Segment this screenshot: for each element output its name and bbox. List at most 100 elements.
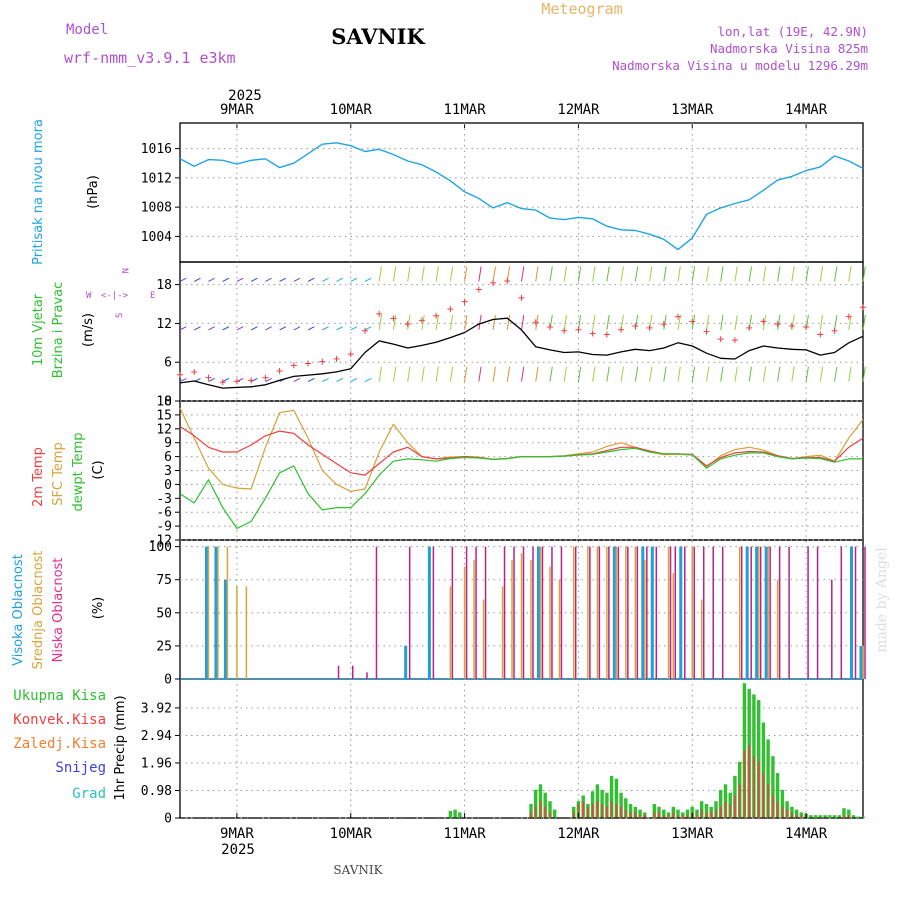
wind-arrow [449,266,454,282]
wind-arrow [307,377,315,383]
legend-total: Ukupna Kisa [13,688,106,704]
wind-arrow [819,314,824,330]
clouds-ytick-label: 75 [156,573,172,588]
legend-hail: Grad [72,786,106,802]
total-precip-bar [600,789,604,818]
wind-arrow [336,377,344,383]
conv-precip-bar [601,804,603,818]
wind-arrow [250,277,258,282]
wind-arrow [606,366,610,382]
mid-cloud-label: Srednja Oblacnost [31,551,46,670]
wind-arrow [478,266,482,282]
conv-precip-bar [596,801,599,818]
clouds-ytick-label: 50 [156,606,172,621]
total-precip-bar [704,804,709,818]
precipitation-frame [179,678,864,819]
gust-mark [347,351,354,358]
wind-arrow [307,326,315,331]
wind-arrow [720,314,724,330]
wind-arrow [720,366,724,382]
wind-arrow [464,366,468,382]
conv-precip-bar [667,815,670,818]
conv-precip-bar [672,812,675,818]
top-day-label: 11MAR [444,102,487,118]
wind-arrow [179,326,187,331]
wind-arrow [194,326,201,331]
wind-arrow [322,377,329,383]
wind-arrow [705,366,710,382]
bottom-day-label: 12MAR [557,826,600,842]
sfc-temp-line [179,407,864,492]
wind-arrow [762,266,767,282]
conv-precip-bar [748,745,750,818]
total-precip-bar [619,792,623,818]
total-precip-bar [823,815,827,818]
wind-arrow [620,366,624,382]
bottom-day-label: 13MAR [671,826,714,842]
bottom-day-label: 14MAR [785,826,828,842]
total-precip-bar [614,778,619,818]
total-precip-bar [794,809,799,818]
conv-precip-bar [700,809,703,818]
top-day-label: 13MAR [671,102,714,118]
wind-arrow [449,366,454,382]
clouds-ytick-label: 25 [156,639,172,654]
wind-arrow [649,366,653,382]
wind-arrow [563,266,567,282]
conv-precip-bar [653,812,656,818]
wind-arrow [649,266,653,282]
wind-arrow [435,266,439,282]
gust-mark [447,306,454,313]
bottom-day-labels: 9MAR 10MAR 11MAR 12MAR 13MAR 14MAR [220,813,828,842]
conv-precip-bar [677,815,679,818]
total-precip-bar [818,815,822,818]
conv-precip-bar [743,750,746,818]
legend-snow: Snijeg [55,760,106,776]
wind-legend-e: E [150,291,155,301]
wind-arrow [236,326,244,331]
conv-precip-bar [710,812,712,818]
wind-arrow [834,266,838,282]
total-precip-bar [842,808,846,818]
pressure-plot [179,142,864,251]
total-precip-bar [695,809,699,818]
gust-mark [546,323,553,330]
wind-arrow [805,366,809,382]
wind-arrow [194,277,201,282]
wind-arrow [691,266,696,282]
wind-arrow [805,266,809,282]
gust-mark [603,331,610,338]
total-precip-bar [662,809,666,818]
wind-ytick-label: 12 [156,317,172,332]
wind-arrow [279,277,287,282]
wind-arrow [777,314,781,330]
wind-ytick-label: 18 [156,278,172,293]
wind-arrow [535,366,539,382]
high-cloud-label: Visoka Oblacnost [11,554,26,666]
conv-precip-bar [634,812,637,818]
total-precip-bar [538,784,543,818]
footer-station: SAVNIK [333,863,383,877]
conv-precip-bar [615,804,618,818]
temperature-ytick-label: 12 [156,422,172,437]
model-label: Model [66,22,108,38]
gust-mark [461,298,468,305]
conv-precip-bar [848,815,850,818]
conv-precip-bar [549,812,551,818]
wind-arrow [549,366,553,382]
wind-arrow [392,366,397,382]
wind-arrow [322,277,329,282]
conv-precip-bar [795,815,798,818]
cloud-plot [180,546,866,680]
conv-precip-bar [772,795,774,818]
precip-unit: 1hr Precip (mm) [113,695,128,800]
wind-arrow [478,366,482,382]
wind-arrow [222,277,230,282]
top-day-label: 14MAR [785,102,828,118]
wind-arrow [848,366,852,382]
wind-arrow [791,266,795,282]
wind-arrow [848,266,852,282]
conv-precip-bar [786,809,788,818]
wind-arrow [222,377,230,383]
gust-mark [717,336,724,343]
